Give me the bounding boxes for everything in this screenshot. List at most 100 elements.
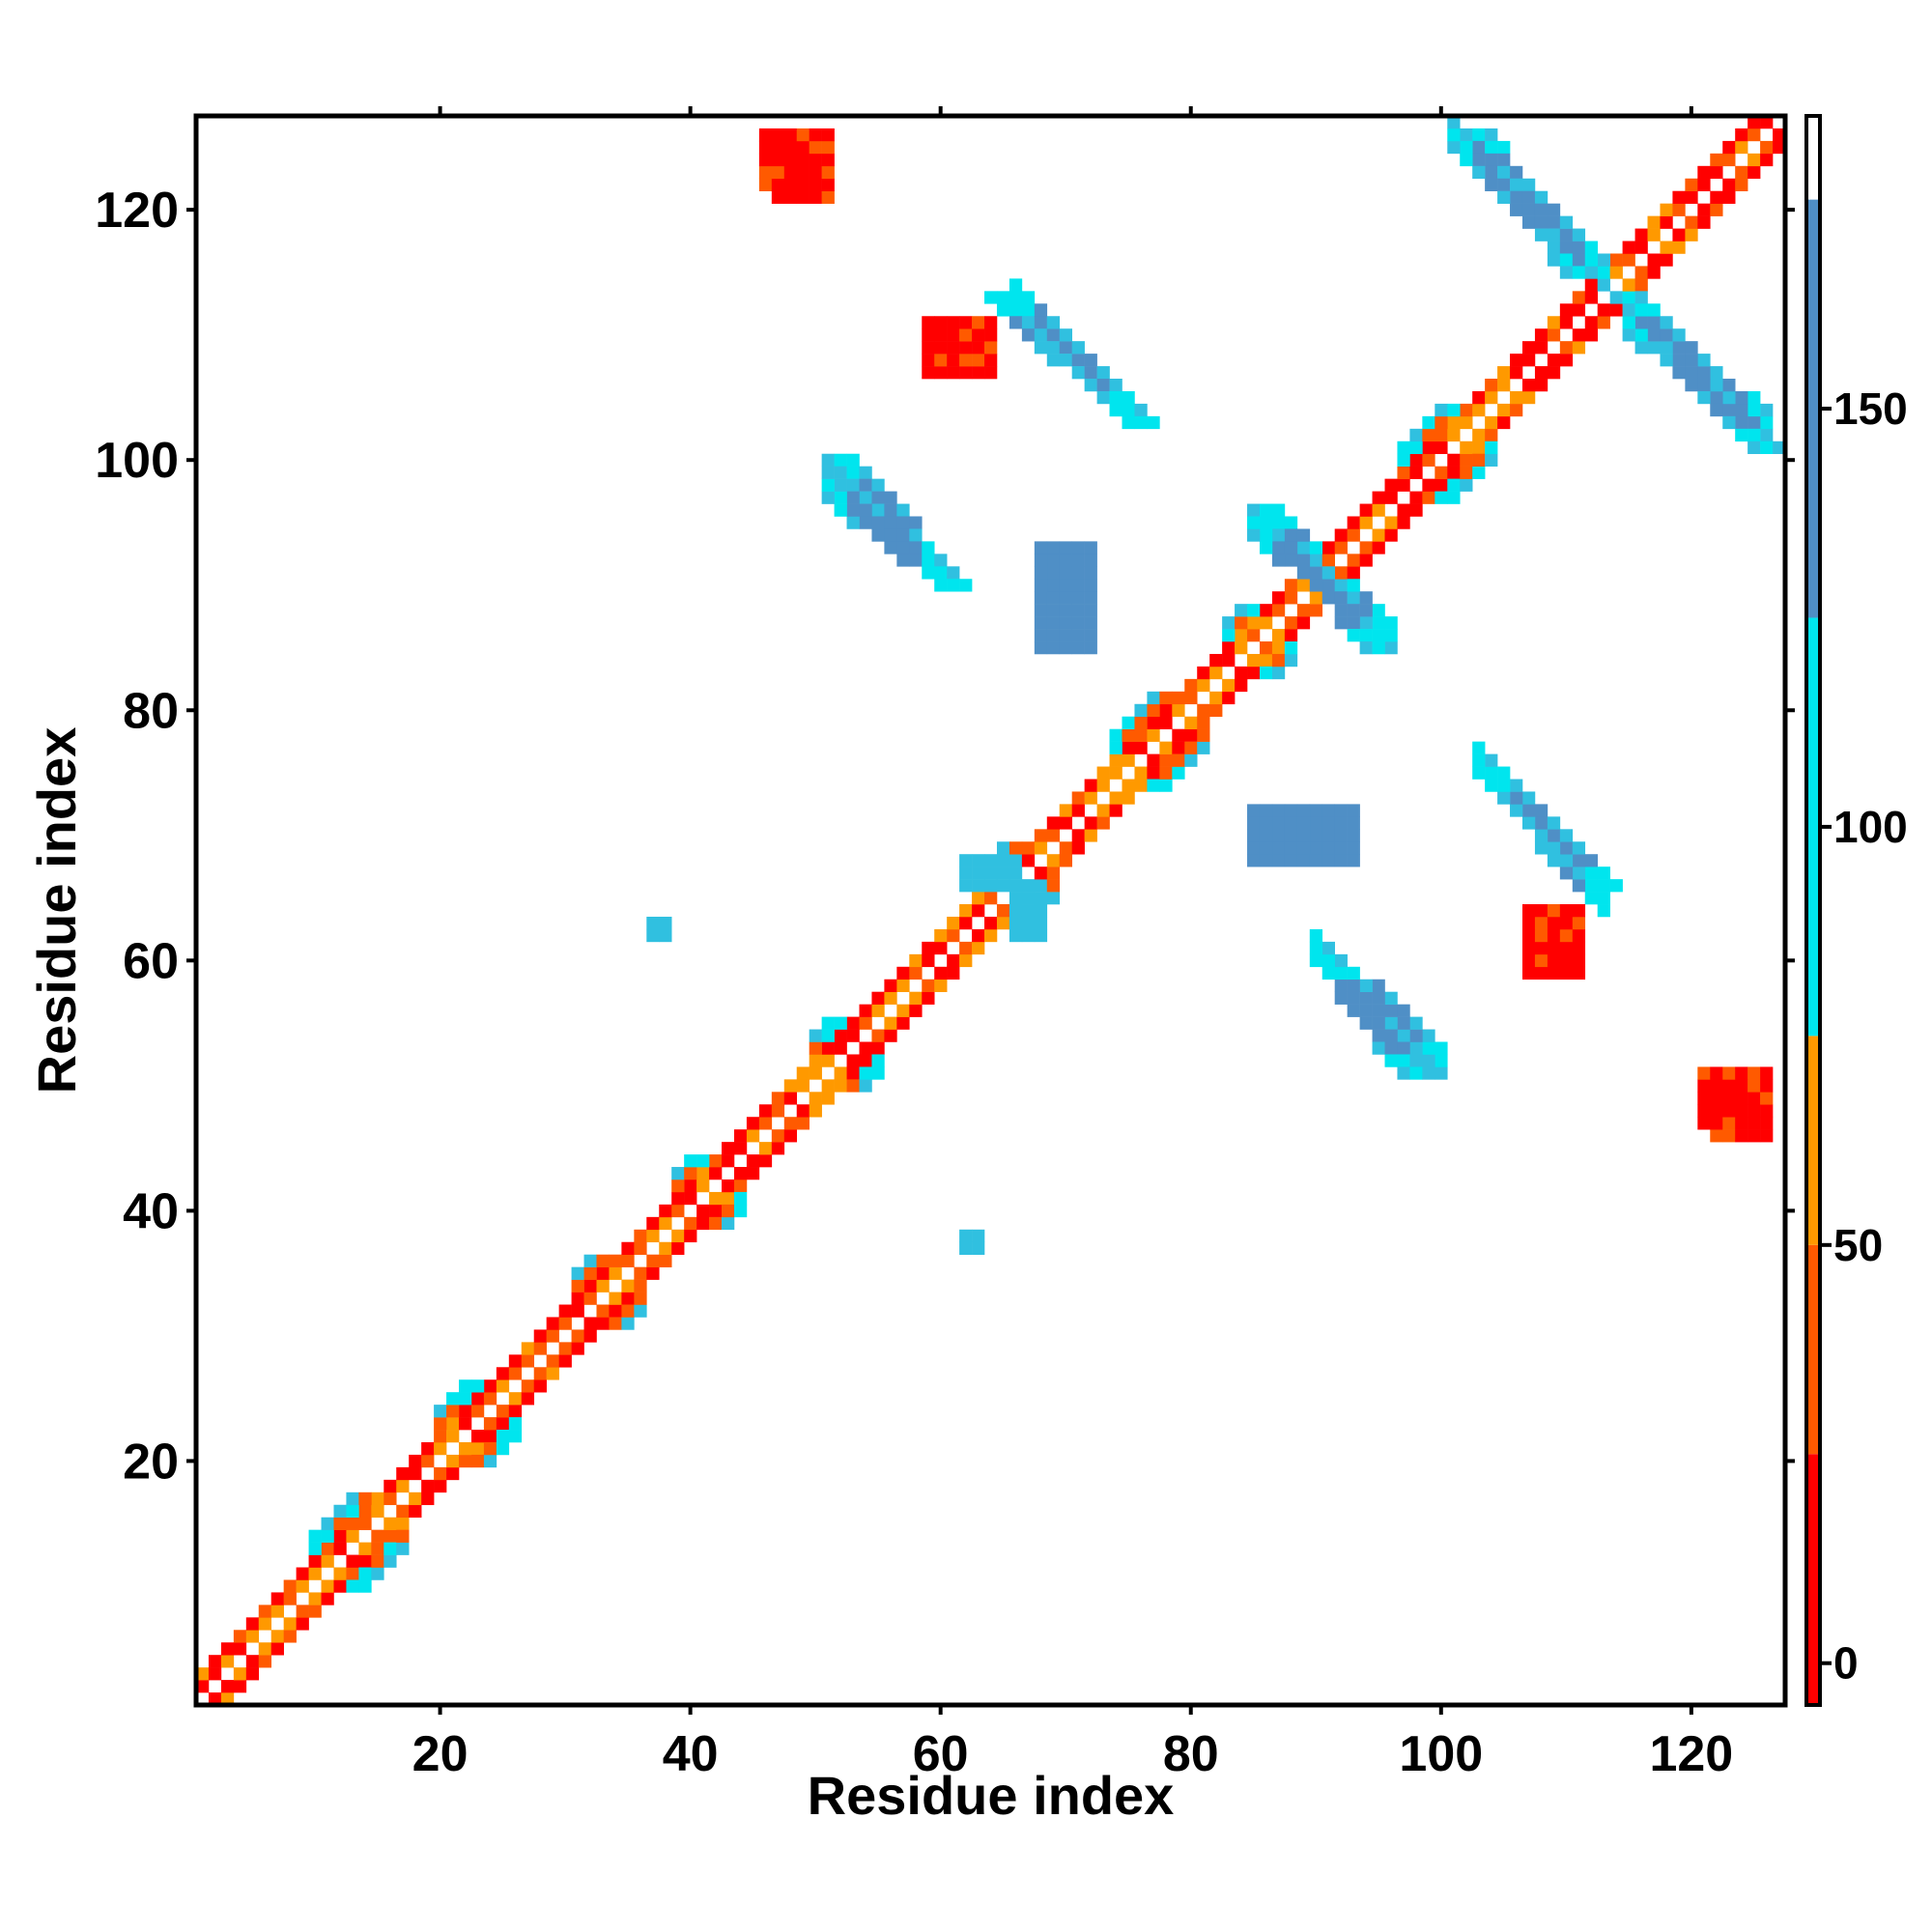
heatmap-cell bbox=[1084, 629, 1097, 642]
heatmap-cell bbox=[1134, 403, 1148, 417]
heatmap-cell bbox=[1109, 753, 1122, 767]
heatmap-cell bbox=[859, 1079, 872, 1093]
heatmap-cell bbox=[1710, 153, 1723, 167]
heatmap-cell bbox=[558, 1304, 572, 1318]
heatmap-cell bbox=[1247, 629, 1261, 642]
heatmap-cell bbox=[684, 1216, 697, 1231]
heatmap-cell bbox=[1347, 516, 1360, 529]
heatmap-cell bbox=[233, 1680, 247, 1693]
heatmap-cell bbox=[1372, 641, 1385, 655]
heatmap-cell bbox=[1697, 1066, 1711, 1080]
heatmap-cell bbox=[1584, 879, 1599, 893]
heatmap-cell bbox=[1722, 1129, 1736, 1143]
heatmap-cell bbox=[1247, 854, 1261, 867]
heatmap-cell bbox=[371, 1492, 384, 1506]
heatmap-cell bbox=[1084, 791, 1097, 805]
heatmap-cell bbox=[1685, 190, 1698, 204]
heatmap-cell bbox=[1435, 491, 1448, 504]
heatmap-cell bbox=[922, 991, 935, 1005]
heatmap-cell bbox=[1284, 541, 1298, 554]
heatmap-cell bbox=[1296, 541, 1311, 554]
heatmap-cell bbox=[1447, 491, 1461, 504]
heatmap-cell bbox=[1384, 629, 1398, 642]
heatmap-cell bbox=[1071, 841, 1085, 855]
heatmap-cell bbox=[809, 1104, 822, 1118]
y-axis-label: Residue index bbox=[26, 727, 87, 1094]
y-tick-label: 80 bbox=[123, 683, 179, 739]
heatmap-cell bbox=[1485, 428, 1498, 442]
heatmap-cell bbox=[671, 1191, 685, 1206]
heatmap-cell bbox=[1672, 241, 1686, 254]
heatmap-cell bbox=[1359, 591, 1373, 605]
heatmap-cell bbox=[1722, 415, 1736, 430]
heatmap-cell bbox=[947, 916, 960, 930]
heatmap-cell bbox=[1359, 641, 1373, 655]
heatmap-cell bbox=[1046, 829, 1061, 842]
heatmap-cell bbox=[1672, 228, 1686, 242]
heatmap-cell bbox=[1634, 341, 1648, 355]
heatmap-cell bbox=[358, 1517, 372, 1530]
heatmap-cell bbox=[346, 1579, 359, 1593]
heatmap-cell bbox=[1184, 728, 1198, 742]
heatmap-cell bbox=[270, 1605, 284, 1618]
heatmap-cell bbox=[1309, 591, 1323, 605]
heatmap-cell bbox=[1485, 766, 1498, 780]
heatmap-cell bbox=[783, 1129, 798, 1143]
heatmap-cell bbox=[1472, 128, 1486, 142]
heatmap-cell bbox=[1071, 616, 1085, 630]
heatmap-cell bbox=[1521, 215, 1536, 229]
heatmap-cell bbox=[208, 1655, 222, 1668]
heatmap-cell bbox=[834, 491, 847, 504]
heatmap-cell bbox=[947, 928, 960, 943]
heatmap-cell bbox=[1009, 316, 1023, 329]
heatmap-cell bbox=[1584, 291, 1599, 304]
heatmap-cell bbox=[483, 1430, 497, 1443]
heatmap-cell bbox=[1559, 966, 1574, 980]
heatmap-cell bbox=[1046, 341, 1061, 355]
heatmap-cell bbox=[1572, 303, 1586, 317]
heatmap-cell bbox=[733, 1204, 748, 1218]
heatmap-cell bbox=[821, 1054, 835, 1067]
heatmap-cell bbox=[1497, 415, 1511, 430]
heatmap-cell bbox=[1059, 804, 1072, 817]
heatmap-cell bbox=[771, 178, 785, 192]
heatmap-cell bbox=[1009, 892, 1023, 905]
heatmap-cell bbox=[821, 190, 835, 204]
heatmap-cell bbox=[1384, 641, 1398, 655]
heatmap-cell bbox=[1572, 953, 1586, 968]
heatmap-cell bbox=[1534, 829, 1548, 842]
heatmap-cell bbox=[1409, 453, 1423, 467]
heatmap-cell bbox=[1747, 1092, 1761, 1105]
heatmap-cell bbox=[283, 1592, 297, 1605]
heatmap-cell bbox=[996, 904, 1010, 918]
heatmap-cell bbox=[1259, 854, 1273, 867]
heatmap-cell bbox=[1071, 554, 1085, 567]
heatmap-cell bbox=[1172, 741, 1185, 754]
y-tick-label: 100 bbox=[95, 433, 179, 489]
heatmap-cell bbox=[896, 1004, 910, 1017]
heatmap-cell bbox=[1572, 966, 1586, 980]
heatmap-cell bbox=[1634, 328, 1648, 342]
heatmap-cell bbox=[1334, 966, 1348, 980]
heatmap-cell bbox=[1034, 879, 1048, 893]
heatmap-cell bbox=[1622, 316, 1635, 329]
heatmap-cell bbox=[283, 1630, 297, 1643]
heatmap-cell bbox=[1084, 816, 1097, 830]
heatmap-cell bbox=[1760, 1066, 1774, 1080]
colorbar-band bbox=[1806, 1036, 1820, 1245]
heatmap-cell bbox=[1321, 541, 1335, 554]
heatmap-cell bbox=[1347, 591, 1360, 605]
heatmap-cell bbox=[771, 190, 785, 204]
heatmap-cell bbox=[1046, 316, 1061, 329]
heatmap-cell bbox=[1422, 453, 1435, 467]
heatmap-cell bbox=[1046, 629, 1061, 642]
heatmap-cell bbox=[1284, 653, 1298, 668]
heatmap-cell bbox=[308, 1567, 322, 1580]
heatmap-cell bbox=[1059, 604, 1072, 617]
heatmap-cell bbox=[1071, 604, 1085, 617]
heatmap-cell bbox=[1046, 616, 1061, 630]
heatmap-cell bbox=[321, 1517, 334, 1530]
heatmap-cell bbox=[859, 466, 872, 479]
heatmap-cell bbox=[1284, 841, 1298, 855]
heatmap-cell bbox=[1435, 440, 1448, 455]
